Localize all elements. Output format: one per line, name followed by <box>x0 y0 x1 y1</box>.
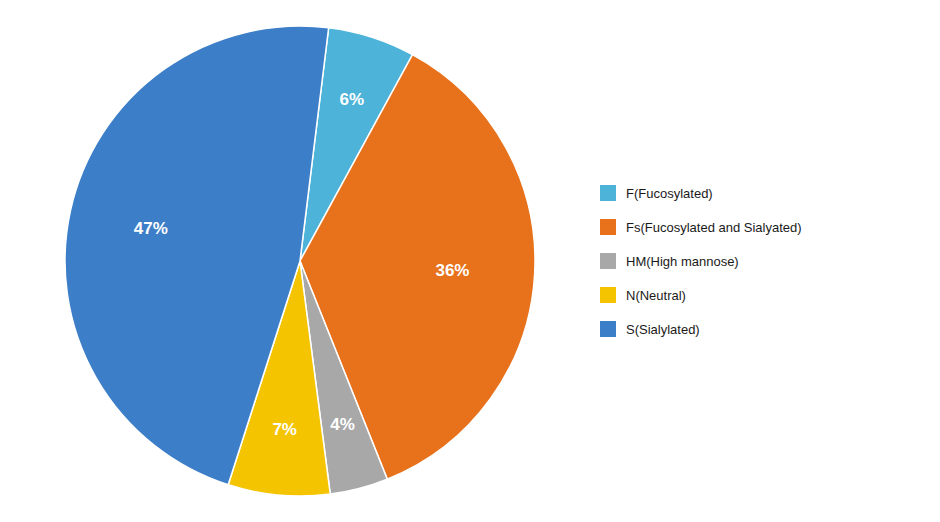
slice <box>65 26 329 485</box>
data-label: 47% <box>134 219 168 238</box>
legend-label: Fs(Fucosylated and Sialyated) <box>626 220 802 235</box>
legend-item: HM(High mannose) <box>600 253 739 269</box>
legend-item: N(Neutral) <box>600 287 686 303</box>
legend-swatch <box>600 321 616 337</box>
data-label: 4% <box>330 415 355 434</box>
data-label: 7% <box>272 420 297 439</box>
legend-swatch <box>600 185 616 201</box>
pie: 6% 36% 4% 7% 47% <box>65 26 535 496</box>
legend-label: N(Neutral) <box>626 288 686 303</box>
chart: 6% 36% 4% 7% 47% F(Fucosylated) Fs(Fucosylated… <box>0 0 940 522</box>
slice <box>300 55 535 480</box>
legend-swatch <box>600 253 616 269</box>
legend-item: Fs(Fucosylated and Sialyated) <box>600 219 802 235</box>
legend-item: F(Fucosylated) <box>600 185 713 201</box>
legend-swatch <box>600 219 616 235</box>
legend-label: S(Sialylated) <box>626 322 700 337</box>
legend-label: HM(High mannose) <box>626 254 739 269</box>
slices <box>65 26 535 496</box>
data-label: 6% <box>339 90 364 109</box>
legend: F(Fucosylated) Fs(Fucosylated and Sialyat… <box>600 185 802 337</box>
legend-label: F(Fucosylated) <box>626 186 713 201</box>
legend-swatch <box>600 287 616 303</box>
legend-item: S(Sialylated) <box>600 321 700 337</box>
data-label: 36% <box>435 261 469 280</box>
data-labels: 6% 36% 4% 7% 47% <box>134 90 470 439</box>
